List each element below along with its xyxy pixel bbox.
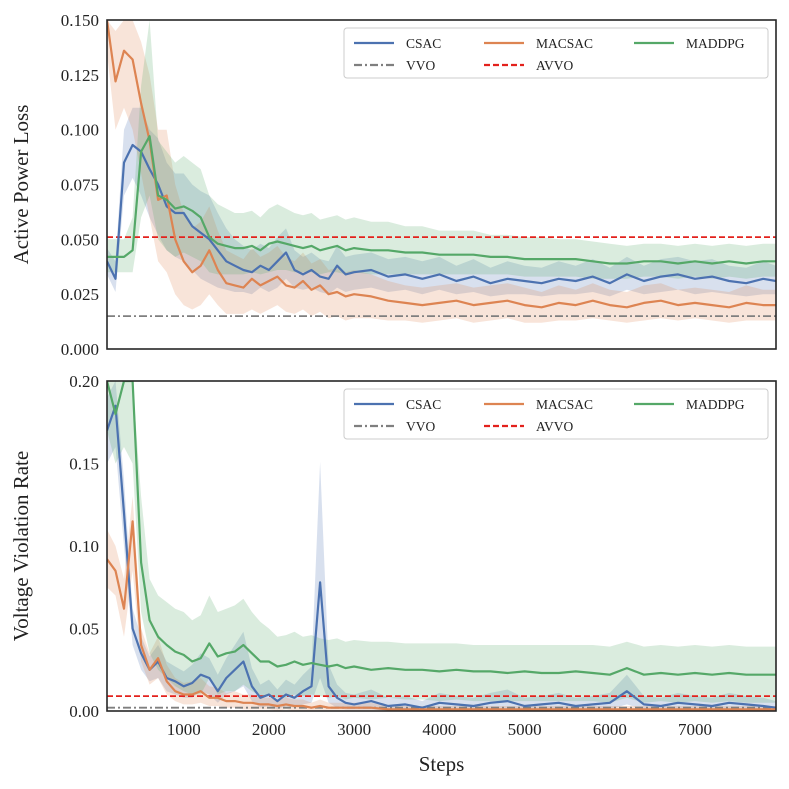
macsac-legend-label: MACSAC bbox=[536, 36, 593, 51]
vvo-legend-label: VVO bbox=[406, 58, 435, 73]
vvo-legend-label: VVO bbox=[406, 419, 435, 434]
xtick-label: 6000 bbox=[593, 720, 627, 739]
csac-legend-label: CSAC bbox=[406, 397, 441, 412]
ytick-label: 0.15 bbox=[69, 455, 99, 474]
ytick-label: 0.10 bbox=[69, 537, 99, 556]
legend-box bbox=[343, 388, 769, 440]
ytick-label: 0.00 bbox=[69, 702, 99, 721]
csac-line bbox=[107, 143, 776, 285]
bottom-legend: CSAC MACSAC MADDPG VVO AVVO bbox=[343, 388, 769, 440]
ytick-label: 0.000 bbox=[61, 340, 99, 359]
ytick-label: 0.125 bbox=[61, 66, 99, 85]
avvo-legend-label: AVVO bbox=[536, 419, 574, 434]
voltage-violation-rate-panel: 0.00 0.05 0.10 0.15 0.20 1000 2000 3000 4000 5000… bbox=[9, 372, 777, 776]
ytick-label: 0.05 bbox=[69, 620, 99, 639]
bottom-plot-area bbox=[107, 381, 776, 711]
xtick-label: 2000 bbox=[252, 720, 286, 739]
legend-box bbox=[343, 27, 769, 79]
xtick-label: 4000 bbox=[422, 720, 456, 739]
csac-legend-label: CSAC bbox=[406, 36, 441, 51]
maddpg-band bbox=[107, 20, 776, 279]
maddpg-legend-label: MADDPG bbox=[686, 36, 745, 51]
maddpg-line bbox=[107, 381, 776, 676]
maddpg-band bbox=[107, 381, 776, 703]
macsac-line bbox=[107, 20, 776, 309]
csac-line bbox=[107, 404, 776, 709]
bottom-axes-frame bbox=[106, 380, 777, 712]
maddpg-legend-label: MADDPG bbox=[686, 397, 745, 412]
macsac-line bbox=[107, 520, 776, 711]
csac-band bbox=[107, 381, 776, 711]
ytick-label: 0.050 bbox=[61, 230, 99, 249]
top-axes-frame bbox=[106, 19, 777, 350]
top-plot-area bbox=[107, 20, 776, 323]
ytick-label: 0.025 bbox=[61, 285, 99, 304]
ytick-label: 0.20 bbox=[69, 372, 99, 391]
avvo-legend-label: AVVO bbox=[536, 58, 574, 73]
x-axis-title: Steps bbox=[419, 752, 465, 776]
ytick-label: 0.075 bbox=[61, 176, 99, 195]
y-axis-title: Active Power Loss bbox=[9, 105, 33, 265]
macsac-band bbox=[107, 20, 776, 323]
xtick-label: 3000 bbox=[337, 720, 371, 739]
maddpg-line bbox=[107, 135, 776, 265]
macsac-legend-label: MACSAC bbox=[536, 397, 593, 412]
csac-band bbox=[107, 107, 776, 297]
xtick-label: 5000 bbox=[508, 720, 542, 739]
xtick-label: 7000 bbox=[678, 720, 712, 739]
ytick-label: 0.150 bbox=[61, 11, 99, 30]
xtick-label: 1000 bbox=[167, 720, 201, 739]
y-axis-title: Voltage Violation Rate bbox=[9, 451, 33, 641]
active-power-loss-panel: 0.000 0.025 0.050 0.075 0.100 0.125 0.150 Activ… bbox=[9, 11, 777, 359]
ytick-label: 0.100 bbox=[61, 121, 99, 140]
top-legend: CSAC MACSAC MADDPG VVO AVVO bbox=[343, 27, 769, 79]
